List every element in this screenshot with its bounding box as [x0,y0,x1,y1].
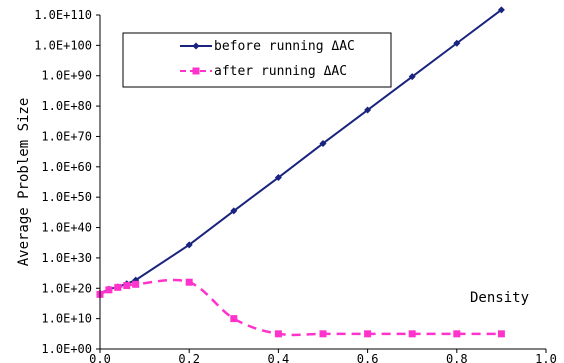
density-annotation: Density [470,290,529,306]
data-point [408,73,416,81]
legend-marker [192,42,200,50]
x-tick-label: 0.8 [446,352,468,363]
legend-box [122,32,392,88]
y-tick-label: 1.0E+40 [41,221,92,235]
x-axis-ticks: 0.0 0.2 0.4 0.6 0.8 1.0 [89,349,557,363]
y-tick-label: 1.0E+90 [41,69,92,83]
x-tick-label: 0.2 [178,352,200,363]
data-point [319,139,327,147]
data-point [274,330,282,338]
y-axis-label: Average Problem Size [16,98,32,267]
data-point [230,315,238,323]
x-tick-label: 0.6 [357,352,379,363]
y-axis-ticks: 1.0E+00 1.0E+10 1.0E+20 1.0E+30 1.0E+40 1.0E+… [34,8,100,356]
data-point [453,39,461,47]
y-tick-label: 1.0E+70 [41,129,92,143]
y-tick-label: 1.0E+10 [41,312,92,326]
legend-label: before running ΔAC [214,39,355,54]
data-point [114,283,122,291]
legend-label: after running ΔAC [214,64,347,79]
legend: before running ΔAC after running ΔAC [122,32,392,88]
data-point [408,330,416,338]
data-point [105,286,113,294]
y-tick-label: 1.0E+60 [41,160,92,174]
data-point [185,241,193,249]
legend-marker [192,67,200,75]
y-tick-label: 1.0E+110 [34,8,92,22]
series-line [99,278,502,337]
data-point [497,6,505,14]
data-point [132,280,140,288]
data-point [319,330,327,338]
y-tick-label: 1.0E+30 [41,251,92,265]
data-point [497,330,505,338]
y-tick-label: 1.0E+50 [41,190,92,204]
data-point [364,106,372,114]
y-tick-label: 1.0E+80 [41,99,92,113]
data-point [123,282,131,290]
y-tick-label: 1.0E+100 [34,38,92,52]
data-point [185,278,193,286]
y-tick-label: 1.0E+20 [41,281,92,295]
x-tick-label: 0.4 [268,352,290,363]
x-tick-label: 0.0 [89,352,111,363]
y-tick-label: 1.0E+00 [41,342,92,356]
series-layer [96,6,505,338]
data-point [230,207,238,215]
x-tick-label: 1.0 [535,352,557,363]
data-point [274,174,282,182]
data-point [453,330,461,338]
data-point [364,330,372,338]
